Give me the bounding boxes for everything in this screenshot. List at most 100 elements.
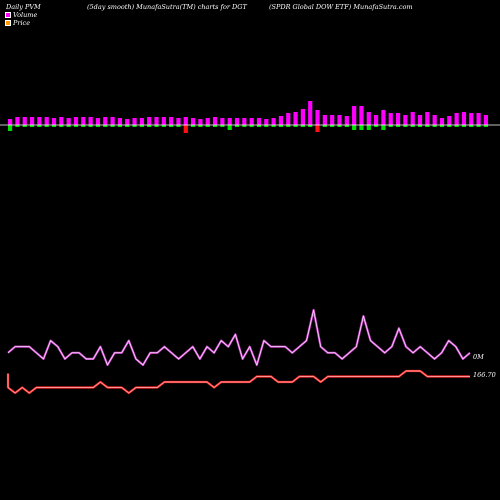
volume-bar-up — [8, 119, 13, 125]
volume-bar-down — [212, 125, 218, 127]
volume-bar-down — [344, 125, 349, 127]
volume-bar-down — [315, 125, 320, 132]
volume-bar-down — [103, 125, 108, 127]
volume-bar-down — [271, 125, 276, 127]
volume-bar-down — [410, 125, 415, 127]
volume-bar-up — [476, 113, 481, 125]
volume-bar-up — [139, 118, 144, 125]
volume-bar-down — [278, 125, 284, 127]
volume-bar-down — [366, 125, 371, 130]
volume-bar-up — [103, 117, 108, 125]
volume-bar-up — [425, 112, 430, 125]
volume-bar-up — [147, 117, 152, 125]
volume-bar-down — [322, 125, 327, 127]
volume-bars — [8, 101, 488, 133]
volume-bar-up — [110, 117, 115, 125]
chart-source: (SPDR Global DOW ETF) MunafaSutra.com — [269, 3, 413, 11]
volume-bar-down — [293, 125, 298, 127]
volume-bar-up — [198, 119, 203, 125]
volume-bar-down — [117, 125, 122, 127]
volume-bar-down — [22, 125, 27, 127]
volume-bar-down — [44, 125, 49, 127]
volume-bar-down — [183, 125, 188, 133]
volume-bar-down — [234, 125, 240, 127]
volume-bar-down — [308, 125, 313, 127]
volume-bar-down — [132, 125, 137, 127]
volume-bar-down — [139, 125, 144, 127]
volume-bar-down — [59, 125, 64, 127]
volume-bar-up — [132, 118, 137, 125]
volume-bar-up — [205, 118, 210, 125]
volume-bar-down — [191, 125, 196, 127]
volume-bar-up — [374, 115, 379, 125]
volume-bar-up — [483, 115, 488, 125]
volume-bar-up — [191, 118, 196, 125]
price-end-label: 166.70 — [473, 371, 496, 379]
volume-bar-up — [234, 118, 240, 125]
volume-bar-up — [66, 118, 71, 125]
volume-bar-up — [125, 119, 130, 125]
volume-bar-down — [483, 125, 488, 127]
volume-bar-up — [15, 117, 20, 125]
volume-bar-down — [66, 125, 71, 127]
volume-bar-up — [183, 117, 188, 125]
volume-bar-up — [417, 115, 423, 125]
volume-bar-up — [469, 113, 474, 125]
volume-bar-down — [198, 125, 203, 127]
volume-bar-up — [227, 118, 232, 125]
volume-bar-up — [395, 113, 401, 125]
volume-bar-down — [461, 125, 467, 127]
volume-bar-up — [286, 113, 291, 125]
volume-bar-down — [352, 125, 357, 130]
volume-bar-down — [256, 125, 262, 127]
volume-bar-down — [330, 125, 335, 127]
volume-bar-down — [73, 125, 79, 127]
volume-bar-up — [29, 117, 35, 125]
legend-price: Price — [5, 19, 30, 27]
volume-bar-up — [278, 116, 284, 125]
volume-bar-down — [176, 125, 181, 127]
volume-bar-up — [388, 113, 393, 125]
volume-bar-up — [176, 118, 181, 125]
volume-bar-up — [220, 118, 225, 125]
volume-bar-up — [37, 117, 42, 125]
volume-bar-up — [403, 115, 408, 125]
volume-bar-up — [169, 117, 174, 125]
volume-line — [7, 308, 471, 367]
volume-bar-down — [374, 125, 379, 127]
volume-bar-up — [300, 109, 305, 125]
volume-bar-up — [81, 117, 86, 125]
volume-bar-down — [227, 125, 232, 130]
volume-bar-up — [447, 116, 452, 125]
chart-title: Daily PVM — [6, 3, 41, 11]
volume-bar-up — [161, 117, 166, 125]
volume-bar-down — [154, 125, 159, 127]
volume-bar-up — [315, 110, 320, 125]
volume-bar-down — [300, 125, 305, 127]
volume-bar-down — [147, 125, 152, 127]
volume-bar-up — [454, 113, 459, 125]
volume-bar-down — [220, 125, 225, 127]
volume-bar-up — [73, 117, 79, 125]
volume-end-label: 0M — [473, 353, 484, 361]
volume-bar-down — [29, 125, 35, 127]
volume-line-highlight — [7, 309, 471, 366]
price-volume-lines — [6, 308, 471, 395]
volume-bar-down — [242, 125, 247, 127]
volume-bar-up — [88, 117, 93, 125]
volume-bar-down — [37, 125, 42, 127]
volume-bar-up — [337, 115, 342, 125]
volume-bar-down — [403, 125, 408, 127]
volume-bar-up — [249, 118, 254, 125]
volume-bar-up — [461, 112, 467, 125]
volume-bar-up — [439, 118, 445, 125]
volume-bar-up — [330, 115, 335, 125]
volume-bar-down — [439, 125, 445, 127]
volume-bar-down — [161, 125, 166, 127]
volume-bar-up — [212, 117, 218, 125]
legend-volume-swatch — [5, 12, 11, 18]
volume-bar-down — [286, 125, 291, 127]
volume-bar-up — [59, 117, 64, 125]
volume-bar-down — [249, 125, 254, 127]
